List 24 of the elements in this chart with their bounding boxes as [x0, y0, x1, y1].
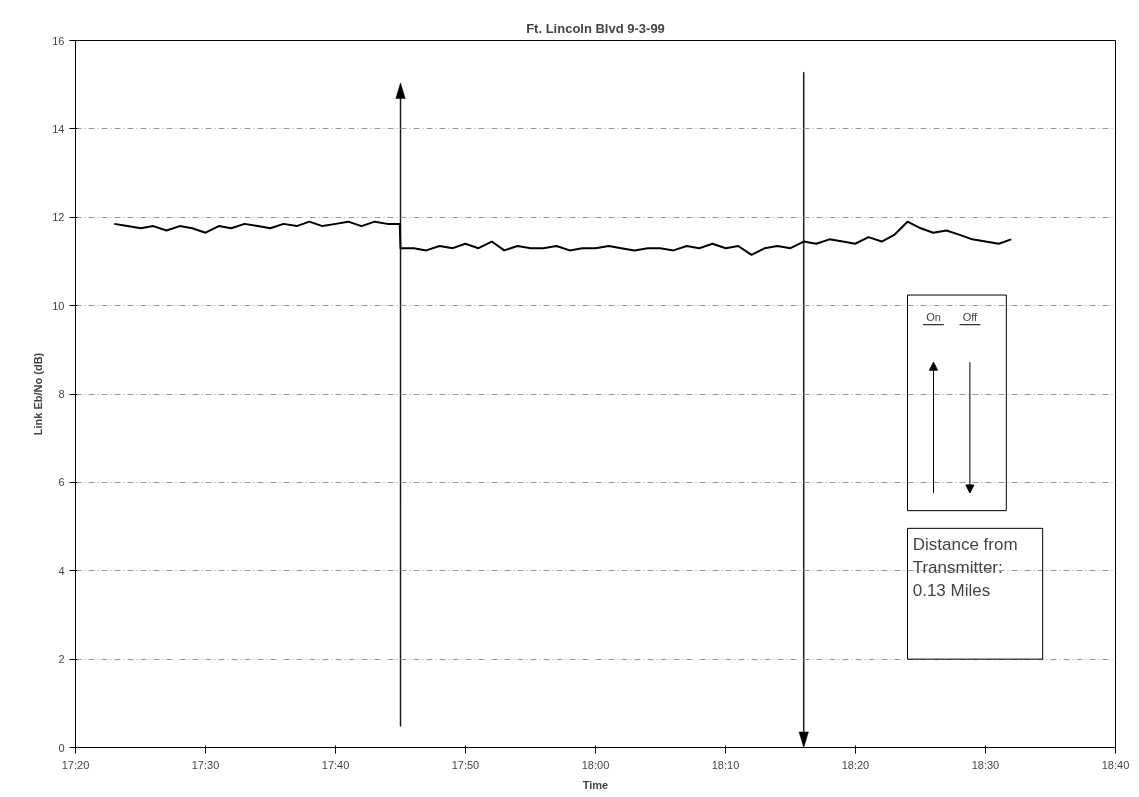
- annotation: Distance from Transmitter: 0.13 Miles: [912, 535, 1018, 600]
- x-tick-label: 17:30: [191, 758, 220, 771]
- annotation: On: [926, 311, 941, 324]
- x-tick-label: 17:50: [451, 758, 480, 771]
- y-tick-label: 0: [58, 741, 65, 754]
- chart-title: Ft. Lincoln Blvd 9-3-99: [526, 20, 665, 36]
- x-tick-label: 18:10: [711, 758, 740, 771]
- y-tick-label: 2: [58, 653, 65, 666]
- x-tick-label: 18:00: [581, 758, 610, 771]
- x-tick-label: 18:20: [841, 758, 870, 771]
- y-tick-label: 16: [52, 34, 65, 47]
- y-tick-label: 14: [52, 122, 65, 135]
- y-tick-label: 12: [52, 211, 65, 224]
- y-tick-label: 10: [52, 299, 65, 312]
- y-tick-label: 6: [58, 476, 65, 489]
- x-tick-label: 17:20: [61, 758, 90, 771]
- y-axis-title: Link Eb/No (dB): [32, 352, 45, 436]
- x-tick-label: 18:30: [971, 758, 1000, 771]
- x-tick-label: 18:40: [1101, 758, 1130, 771]
- y-tick-label: 4: [58, 564, 65, 577]
- x-tick-label: 17:40: [321, 758, 350, 771]
- annotation: Off: [962, 311, 979, 324]
- x-axis-title: Time: [582, 778, 609, 791]
- y-tick-label: 8: [58, 388, 65, 400]
